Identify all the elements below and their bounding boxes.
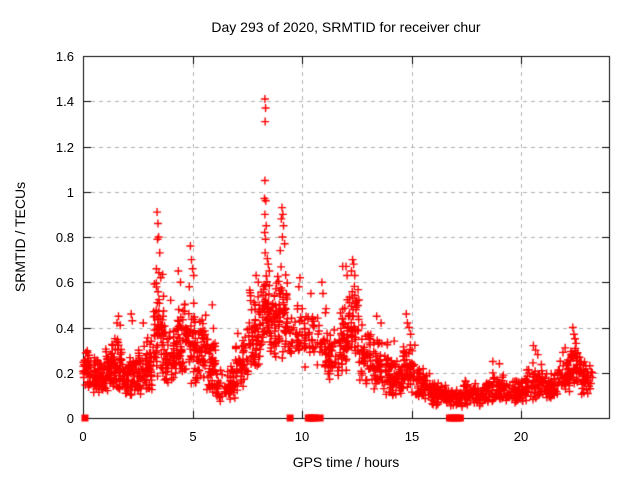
y-tick-label: 0.6 (55, 275, 74, 290)
y-tick-label: 0.2 (55, 366, 74, 381)
y-tick-label: 0 (66, 411, 74, 426)
y-tick-label: 1 (66, 185, 74, 200)
x-tick-label: 10 (294, 429, 310, 444)
chart-title: Day 293 of 2020, SRMTID for receiver chu… (211, 19, 481, 35)
x-tick-label: 15 (404, 429, 420, 444)
y-tick-label: 1.6 (55, 49, 74, 64)
y-tick-label: 0.4 (55, 321, 74, 336)
y-tick-label: 0.8 (55, 230, 74, 245)
x-tick-label: 5 (189, 429, 197, 444)
y-tick-label: 1.2 (55, 140, 74, 155)
y-tick-label: 1.4 (55, 94, 74, 109)
x-tick-label: 20 (513, 429, 529, 444)
x-tick-label: 0 (79, 429, 87, 444)
x-axis-title: GPS time / hours (292, 454, 400, 470)
